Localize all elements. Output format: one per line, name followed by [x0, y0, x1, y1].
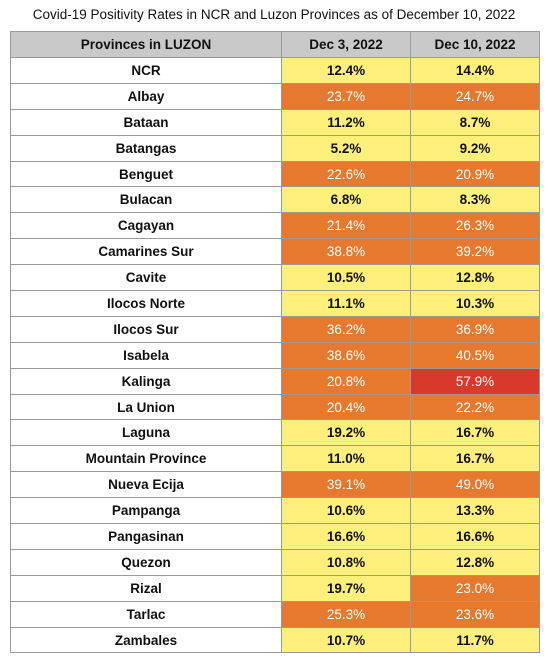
- dec3-rate: 10.7%: [281, 626, 411, 654]
- dec3-rate: 20.8%: [281, 367, 411, 395]
- table-row: Tarlac 25.3% 23.6%: [10, 600, 540, 628]
- table-row: Batangas 5.2% 9.2%: [10, 134, 540, 162]
- table-row: Ilocos Norte 11.1% 10.3%: [10, 290, 540, 317]
- dec10-rate: 23.0%: [410, 574, 540, 602]
- dec10-rate: 16.7%: [410, 419, 540, 447]
- table-row: Rizal 19.7% 23.0%: [10, 574, 540, 602]
- table-row: Bulacan 6.8% 8.3%: [10, 186, 540, 214]
- table-row: Camarines Sur 38.8% 39.2%: [10, 238, 540, 266]
- dec3-rate: 19.2%: [281, 419, 411, 447]
- table-row: Mountain Province 11.0% 16.7%: [10, 445, 540, 473]
- dec10-rate: 16.7%: [410, 445, 540, 473]
- province-name: Rizal: [10, 574, 282, 602]
- dec3-rate: 11.0%: [281, 445, 411, 473]
- table-row: Pampanga 10.6% 13.3%: [10, 497, 540, 525]
- province-name: Cagayan: [10, 212, 282, 240]
- table-row: Cavite 10.5% 12.8%: [10, 264, 540, 292]
- province-name: Bulacan: [10, 186, 282, 214]
- dec10-rate: 22.2%: [410, 393, 540, 421]
- dec10-rate: 13.3%: [410, 497, 540, 525]
- province-name: La Union: [10, 393, 282, 421]
- dec10-rate: 10.3%: [410, 290, 540, 317]
- table-row: Zambales 10.7% 11.7%: [10, 626, 540, 654]
- province-name: Laguna: [10, 419, 282, 447]
- dec3-rate: 25.3%: [281, 600, 411, 628]
- table-row: Cagayan 21.4% 26.3%: [10, 212, 540, 240]
- province-name: Ilocos Norte: [10, 290, 282, 317]
- dec3-rate: 19.7%: [281, 574, 411, 602]
- dec10-rate: 26.3%: [410, 212, 540, 240]
- table-row: Benguet 22.6% 20.9%: [10, 160, 540, 188]
- dec3-rate: 12.4%: [281, 57, 411, 84]
- header-dec10: Dec 10, 2022: [410, 31, 540, 58]
- dec3-rate: 5.2%: [281, 134, 411, 162]
- dec3-rate: 11.1%: [281, 290, 411, 317]
- header-province: Provinces in LUZON: [10, 31, 282, 58]
- province-name: Camarines Sur: [10, 238, 282, 266]
- dec10-rate: 49.0%: [410, 471, 540, 499]
- dec3-rate: 21.4%: [281, 212, 411, 240]
- table-row: Albay 23.7% 24.7%: [10, 82, 540, 110]
- dec10-rate: 57.9%: [410, 367, 540, 395]
- dec10-rate: 24.7%: [410, 82, 540, 110]
- table-row: Ilocos Sur 36.2% 36.9%: [10, 315, 540, 343]
- dec3-rate: 11.2%: [281, 108, 411, 136]
- province-name: Isabela: [10, 341, 282, 369]
- dec10-rate: 36.9%: [410, 315, 540, 343]
- header-row: Provinces in LUZON Dec 3, 2022 Dec 10, 2…: [10, 31, 540, 58]
- chart-title: Covid-19 Positivity Rates in NCR and Luz…: [32, 7, 516, 22]
- province-name: Kalinga: [10, 367, 282, 395]
- dec3-rate: 10.5%: [281, 264, 411, 292]
- province-name: NCR: [10, 57, 282, 84]
- table-row: Pangasinan 16.6% 16.6%: [10, 523, 540, 550]
- dec10-rate: 14.4%: [410, 57, 540, 84]
- dec10-rate: 9.2%: [410, 134, 540, 162]
- table-row: NCR 12.4% 14.4%: [10, 57, 540, 84]
- table-row: Quezon 10.8% 12.8%: [10, 548, 540, 576]
- positivity-table: Provinces in LUZON Dec 3, 2022 Dec 10, 2…: [10, 31, 540, 654]
- province-name: Albay: [10, 82, 282, 110]
- dec10-rate: 8.3%: [410, 186, 540, 214]
- province-name: Nueva Ecija: [10, 471, 282, 499]
- dec10-rate: 16.6%: [410, 523, 540, 550]
- province-name: Quezon: [10, 548, 282, 576]
- table-row: Isabela 38.6% 40.5%: [10, 341, 540, 369]
- dec10-rate: 40.5%: [410, 341, 540, 369]
- province-name: Ilocos Sur: [10, 315, 282, 343]
- dec10-rate: 20.9%: [410, 160, 540, 188]
- province-name: Bataan: [10, 108, 282, 136]
- province-name: Batangas: [10, 134, 282, 162]
- table-row: La Union 20.4% 22.2%: [10, 393, 540, 421]
- dec10-rate: 8.7%: [410, 108, 540, 136]
- dec3-rate: 38.6%: [281, 341, 411, 369]
- dec3-rate: 10.8%: [281, 548, 411, 576]
- dec3-rate: 36.2%: [281, 315, 411, 343]
- header-dec3: Dec 3, 2022: [281, 31, 411, 58]
- table-row: Kalinga 20.8% 57.9%: [10, 367, 540, 395]
- province-name: Zambales: [10, 626, 282, 654]
- province-name: Pangasinan: [10, 523, 282, 550]
- dec10-rate: 12.8%: [410, 264, 540, 292]
- province-name: Cavite: [10, 264, 282, 292]
- province-name: Pampanga: [10, 497, 282, 525]
- table-body: NCR 12.4% 14.4% Albay 23.7% 24.7% Bataan 11.2% 8…: [10, 57, 540, 654]
- table-row: Nueva Ecija 39.1% 49.0%: [10, 471, 540, 499]
- table-row: Laguna 19.2% 16.7%: [10, 419, 540, 447]
- dec10-rate: 11.7%: [410, 626, 540, 654]
- dec3-rate: 39.1%: [281, 471, 411, 499]
- dec10-rate: 39.2%: [410, 238, 540, 266]
- dec3-rate: 16.6%: [281, 523, 411, 550]
- province-name: Benguet: [10, 160, 282, 188]
- dec3-rate: 22.6%: [281, 160, 411, 188]
- province-name: Tarlac: [10, 600, 282, 628]
- dec3-rate: 38.8%: [281, 238, 411, 266]
- dec10-rate: 23.6%: [410, 600, 540, 628]
- dec3-rate: 10.6%: [281, 497, 411, 525]
- table-row: Bataan 11.2% 8.7%: [10, 108, 540, 136]
- dec3-rate: 23.7%: [281, 82, 411, 110]
- province-name: Mountain Province: [10, 445, 282, 473]
- dec3-rate: 20.4%: [281, 393, 411, 421]
- dec3-rate: 6.8%: [281, 186, 411, 214]
- dec10-rate: 12.8%: [410, 548, 540, 576]
